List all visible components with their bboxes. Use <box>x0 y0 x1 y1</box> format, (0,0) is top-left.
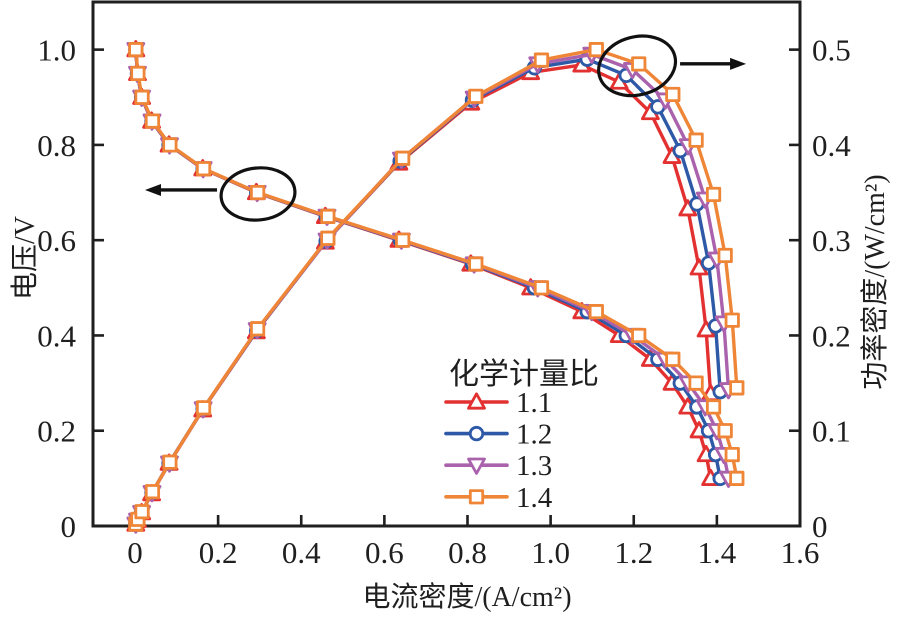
x-axis-tick-label: 1.4 <box>697 535 736 570</box>
square-marker <box>688 132 704 148</box>
right-axis-tick-label: 0.1 <box>812 414 851 449</box>
square-marker <box>468 88 484 104</box>
square-marker <box>195 161 212 177</box>
left-axis-tick-label: 1.0 <box>37 33 76 68</box>
square-marker <box>468 489 485 505</box>
square-marker <box>729 470 745 486</box>
x-axis-tick-label: 0.2 <box>199 535 238 570</box>
right-axis-tick-label: 0.3 <box>812 223 851 258</box>
square-marker <box>705 399 722 415</box>
square-marker <box>588 42 604 58</box>
annotation-ellipse <box>219 166 297 222</box>
series-1.3-power-line <box>134 52 731 526</box>
square-marker <box>130 65 146 82</box>
series-1.2 <box>128 41 728 532</box>
square-marker <box>320 230 336 246</box>
right-axis-tick-label: 0 <box>812 509 828 544</box>
right-axis-tick-label: 0.5 <box>812 33 851 68</box>
legend-title: 化学计量比 <box>449 358 599 391</box>
square-marker <box>724 446 740 463</box>
square-marker <box>717 247 733 264</box>
square-marker <box>128 42 144 58</box>
legend-item-1.3: 1.3 <box>444 450 552 482</box>
left-axis-tick-label: 0.6 <box>37 223 76 258</box>
plot-frame <box>91 0 802 528</box>
series-1.2-power-line <box>134 57 722 526</box>
right-axis-tick-label: 0.2 <box>812 318 851 353</box>
left-axis-tick-label: 0.4 <box>37 318 76 353</box>
square-marker <box>705 186 722 203</box>
legend-item-1.4: 1.4 <box>444 482 553 514</box>
series-1.1-power-line <box>134 63 713 526</box>
left-axis: 0 0.2 0.4 0.6 0.8 1.0 电压/V <box>9 33 104 544</box>
x-axis-tick-label: 1.6 <box>781 535 820 570</box>
legend-item-label: 1.4 <box>516 482 553 514</box>
square-marker <box>320 208 336 224</box>
square-marker <box>395 232 411 248</box>
annotation-arrow-head <box>730 57 747 70</box>
left-axis-tick-label: 0 <box>61 509 77 544</box>
square-marker <box>631 327 647 344</box>
square-marker <box>134 89 150 105</box>
square-marker <box>631 56 647 72</box>
x-axis-tick-label: 0.4 <box>282 535 321 570</box>
triangle-up-marker <box>467 392 486 410</box>
square-marker <box>144 484 161 500</box>
square-marker <box>665 86 681 103</box>
square-marker <box>195 400 212 416</box>
square-marker <box>134 504 150 520</box>
square-marker <box>468 256 484 272</box>
right-axis-tick-label: 0.4 <box>812 128 851 163</box>
legend-item-1.1: 1.1 <box>444 387 552 419</box>
annotation-arrow-head <box>145 183 162 196</box>
annotation-ellipse <box>597 34 678 98</box>
series-1.2-voltage-line <box>134 47 722 481</box>
legend-item-label: 1.1 <box>516 387 552 419</box>
series-1.3-voltage-line <box>134 47 731 481</box>
square-marker <box>533 280 550 296</box>
triangle-down-marker <box>467 457 486 475</box>
square-marker <box>665 351 681 367</box>
circle-marker <box>468 425 485 442</box>
x-axis-tick-label: 0.8 <box>448 535 487 570</box>
left-axis-tick-label: 0.8 <box>37 128 76 163</box>
square-marker <box>717 423 733 439</box>
square-marker <box>249 184 266 201</box>
square-marker <box>533 52 550 68</box>
square-marker <box>144 113 161 129</box>
x-axis-tick-label: 1.0 <box>531 535 570 570</box>
left-axis-title: 电压/V <box>9 216 41 300</box>
series-1.1 <box>126 40 721 532</box>
legend-item-label: 1.3 <box>516 450 552 482</box>
power-curve-pointer <box>597 34 747 98</box>
x-axis-tick-label: 0.6 <box>365 535 404 570</box>
series-1.4 <box>128 42 745 532</box>
series-1.4-power-line <box>134 47 739 526</box>
voltage-curve-pointer <box>145 166 297 222</box>
right-axis: 0 0.1 0.2 0.3 0.4 0.5 功率密度/(W/cm²) <box>789 33 891 544</box>
square-marker <box>729 380 745 396</box>
square-marker <box>688 375 704 391</box>
left-axis-tick-label: 0.2 <box>37 414 76 449</box>
x-axis-tick-label: 1.2 <box>614 535 653 570</box>
square-marker <box>588 304 604 320</box>
legend-item-1.2: 1.2 <box>444 419 552 451</box>
square-marker <box>162 137 178 153</box>
right-axis-title: 功率密度/(W/cm²) <box>859 174 891 389</box>
square-marker <box>395 150 411 166</box>
square-marker <box>249 321 266 337</box>
series-1.1-voltage-line <box>134 47 713 481</box>
x-axis-title: 电流密度/(A/cm²) <box>362 581 571 613</box>
square-marker <box>162 454 178 470</box>
legend-item-label: 1.2 <box>516 419 552 451</box>
x-axis-tick-label: 0 <box>127 535 143 570</box>
x-axis: 0 0.2 0.4 0.6 0.8 1.0 1.2 1.4 1.6 电流密度/(A/cm²) <box>127 515 819 613</box>
square-marker <box>724 312 740 328</box>
